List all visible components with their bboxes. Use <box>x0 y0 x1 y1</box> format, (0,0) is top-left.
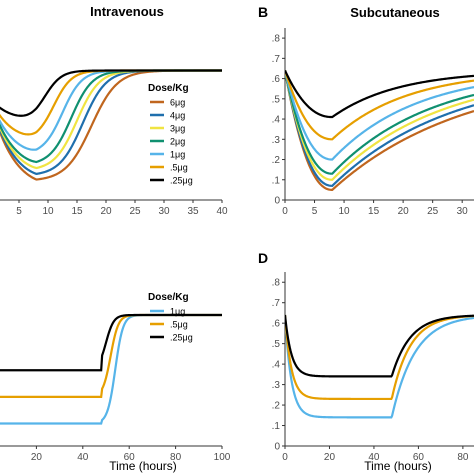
x-tick-label: 30 <box>457 206 469 217</box>
legend-label: .5μg <box>170 320 188 330</box>
panel-c-xlabel: Time (hours) <box>109 459 177 473</box>
x-tick-label: 10 <box>42 206 54 217</box>
legend-label: 2μg <box>170 137 185 147</box>
x-tick-label: 80 <box>170 452 182 463</box>
x-tick-label: 5 <box>16 206 22 217</box>
series-line-d-1 <box>285 314 474 401</box>
x-tick-label: 40 <box>368 452 380 463</box>
x-tick-label: 80 <box>457 452 469 463</box>
legend-title: Dose/Kg <box>148 292 189 303</box>
y-tick-label: .5 <box>272 94 281 105</box>
series-line-b-5 <box>285 70 474 141</box>
series-line-b-1 <box>285 70 474 187</box>
series-line-a-3 <box>0 69 222 164</box>
y-tick-label: .3 <box>272 135 281 146</box>
y-tick-label: .1 <box>272 175 281 186</box>
x-tick-label: 5 <box>312 206 318 217</box>
x-tick-label: 0 <box>282 452 288 463</box>
y-tick-label: .1 <box>272 421 281 432</box>
y-tick-label: .5 <box>272 339 281 350</box>
panel-d-xlabel: Time (hours) <box>364 459 432 473</box>
panel-c: 20 40 60 80 100 Dose/Kg 1μg .5μg .25μg <box>0 292 231 463</box>
legend-label: 6μg <box>170 98 185 108</box>
y-tick-label: .2 <box>272 401 281 412</box>
x-tick-label: 20 <box>31 452 43 463</box>
legend-label: 1μg <box>170 150 185 160</box>
x-tick-label: 40 <box>77 452 89 463</box>
y-tick-label: 0 <box>274 196 280 207</box>
y-tick-label: .8 <box>272 278 281 289</box>
x-tick-label: 10 <box>339 206 351 217</box>
panel-a: 5 10 15 20 25 30 35 40 Dose/Kg 6μg 4μg 3μg 2μg 1μg .5μ… <box>0 69 228 217</box>
legend-label: .5μg <box>170 163 188 173</box>
series-line-a-0 <box>0 69 222 181</box>
x-tick-label: 35 <box>187 206 199 217</box>
series-line-b-4 <box>285 70 474 161</box>
y-tick-label: .4 <box>272 115 281 126</box>
series-line-a-2 <box>0 69 222 170</box>
y-tick-label: .6 <box>272 319 281 330</box>
x-tick-label: 0 <box>282 206 288 217</box>
x-tick-label: 60 <box>124 452 136 463</box>
x-tick-label: 15 <box>368 206 380 217</box>
panel-a-title: Intravenous <box>90 4 164 19</box>
x-tick-label: 20 <box>324 452 336 463</box>
x-tick-label: 20 <box>398 206 410 217</box>
panel-d-letter: D <box>258 250 268 266</box>
y-tick-label: 0 <box>274 442 280 453</box>
series-line-c-2 <box>0 313 222 372</box>
series-line-a-6 <box>0 69 222 117</box>
legend-label: .25μg <box>170 333 193 343</box>
legend-label: 1μg <box>170 307 185 317</box>
x-tick-label: 30 <box>158 206 170 217</box>
x-tick-label: 100 <box>214 452 231 463</box>
x-tick-label: 20 <box>100 206 112 217</box>
y-tick-label: .7 <box>272 298 281 309</box>
y-tick-label: .3 <box>272 380 281 391</box>
x-tick-label: 25 <box>129 206 141 217</box>
y-tick-label: .7 <box>272 54 281 65</box>
series-line-d-0 <box>285 314 474 419</box>
panel-d: 0 20 40 60 80 0 .1 .2 .3 .4 .5 .6 .7 .8 <box>272 272 474 463</box>
legend-label: .25μg <box>170 176 193 186</box>
series-line-b-3 <box>285 70 474 175</box>
series-line-b-2 <box>285 70 474 181</box>
y-tick-label: .6 <box>272 74 281 85</box>
x-tick-label: 15 <box>71 206 83 217</box>
series-line-d-2 <box>285 314 474 378</box>
y-tick-label: .4 <box>272 360 281 371</box>
y-tick-label: .8 <box>272 34 281 45</box>
series-line-a-1 <box>0 69 222 176</box>
x-tick-label: 40 <box>216 206 228 217</box>
panel-b-letter: B <box>258 4 268 20</box>
legend-title: Dose/Kg <box>148 83 189 94</box>
panel-b: 0 5 10 15 20 25 30 0 .1 .2 .3 .4 .5 .6 .7 .8 <box>272 28 474 217</box>
series-line-b-0 <box>285 70 474 191</box>
legend-label: 3μg <box>170 124 185 134</box>
series-line-b-6 <box>285 70 474 119</box>
x-tick-label: 25 <box>427 206 439 217</box>
x-tick-label: 60 <box>413 452 425 463</box>
panel-b-title: Subcutaneous <box>350 5 440 20</box>
legend-label: 4μg <box>170 111 185 121</box>
y-tick-label: .2 <box>272 155 281 166</box>
